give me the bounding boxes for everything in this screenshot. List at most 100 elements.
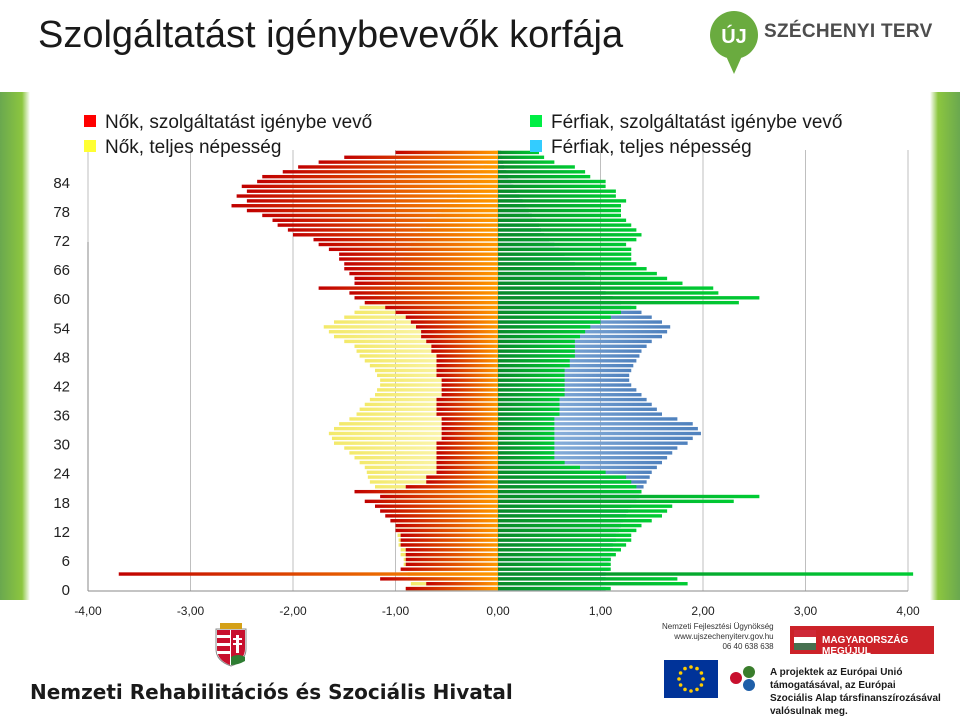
women-served-bar — [395, 528, 498, 533]
nfu-name: Nemzeti Fejlesztési Ügynökség — [662, 622, 774, 631]
women-served-bar — [441, 417, 498, 421]
women-total-bar — [359, 354, 498, 358]
men-served-bar — [498, 150, 539, 155]
men-total-bar — [498, 436, 693, 441]
women-served-bar — [339, 252, 498, 256]
women-total-bar — [380, 383, 498, 387]
women-served-bar — [262, 174, 498, 179]
y-tick-label: 54 — [53, 320, 70, 337]
y-tick-label: 24 — [53, 466, 70, 483]
legend-item-women-served: Nők, szolgáltatást igénybe vevő — [84, 112, 372, 134]
women-served-bar — [410, 320, 498, 324]
men-served-bar — [498, 174, 591, 179]
women-served-bar — [436, 359, 498, 363]
legend-item-men-total: Férfiak, teljes népesség — [530, 137, 752, 159]
women-served-bar — [246, 208, 498, 213]
coat-of-arms-icon — [215, 623, 247, 667]
women-total-bar — [359, 460, 498, 465]
eu-star — [678, 683, 683, 687]
y-tick-label: 42 — [53, 378, 70, 395]
men-served-bar — [498, 257, 632, 261]
men-served-bar — [498, 179, 606, 184]
men-served-bar — [498, 281, 683, 285]
svg-text:ÚJ: ÚJ — [721, 24, 747, 48]
women-served-bar — [282, 170, 498, 174]
women-served-bar — [441, 431, 498, 436]
women-total-bar — [334, 441, 498, 445]
women-served-bar — [287, 228, 498, 232]
women-served-bar — [436, 456, 498, 460]
men-served-bar — [498, 247, 632, 252]
women-served-bar — [405, 315, 498, 319]
men-served-bar — [498, 451, 555, 455]
women-served-bar — [436, 407, 498, 411]
men-served-bar — [498, 431, 555, 436]
men-served-bar — [498, 160, 555, 164]
women-total-bar — [323, 325, 498, 329]
y-tick-label: 60 — [53, 291, 70, 308]
women-total-bar — [349, 451, 498, 455]
women-total-bar — [344, 339, 498, 344]
szechenyi-terv-logo: ÚJ SZÉCHENYI TERV — [708, 6, 948, 80]
men-served-bar — [498, 475, 627, 479]
women-served-bar — [385, 305, 498, 310]
women-served-bar — [385, 514, 498, 518]
women-total-bar — [356, 412, 498, 416]
men-served-bar — [498, 528, 637, 533]
women-served-bar — [339, 257, 498, 261]
x-axis-ticks: -4,00 -3,00 -2,00 -1,00 0,00 1,00 2,00 3,00 4,00 — [74, 604, 920, 618]
x-tick-label: -2,00 — [279, 604, 307, 618]
women-served-bar — [344, 267, 498, 271]
eu-star — [699, 683, 704, 687]
eu-star — [683, 687, 687, 692]
women-served-bar — [405, 586, 498, 591]
men-served-bar — [498, 363, 570, 368]
men-served-bar — [498, 373, 565, 378]
women-served-bar — [344, 262, 498, 266]
women-served-bar — [236, 194, 498, 198]
x-tick-label: -3,00 — [177, 604, 205, 618]
women-served-bar — [400, 567, 498, 571]
women-served-bar — [241, 184, 498, 189]
women-served-bar — [380, 509, 498, 513]
men-served-bar — [498, 223, 632, 227]
women-total-bar — [331, 436, 498, 441]
women-total-bar — [377, 388, 498, 392]
women-served-bar — [405, 552, 498, 557]
men-served-bars — [498, 150, 914, 591]
y-tick-label: 36 — [53, 408, 70, 425]
women-total-bar — [334, 334, 498, 339]
men-served-bar — [498, 252, 632, 256]
y-axis-ticks: 0 6 12 18 24 30 36 42 48 54 60 66 72 78 84 — [53, 175, 70, 599]
women-served-bar — [380, 577, 498, 581]
women-served-bar — [436, 470, 498, 474]
y-tick-label: 66 — [53, 262, 70, 279]
women-served-bar — [318, 242, 498, 247]
x-tick-label: -4,00 — [74, 604, 102, 618]
men-served-bar — [498, 485, 637, 489]
men-total-bar — [498, 422, 693, 426]
eu-star — [695, 666, 699, 671]
legend-label: Férfiak, szolgáltatást igénybe vevő — [551, 112, 843, 133]
women-total-bar — [369, 397, 498, 402]
women-served-bar — [354, 489, 498, 494]
women-served-bar — [405, 562, 498, 567]
women-total-bar — [328, 330, 498, 334]
nfu-contact: Nemzeti Fejlesztési Ügynökség www.ujszec… — [662, 622, 774, 652]
women-served-bar — [354, 281, 498, 285]
men-served-bar — [498, 572, 914, 576]
men-served-bar — [498, 300, 739, 305]
women-served-bar — [246, 199, 498, 203]
men-served-bar — [498, 237, 637, 242]
men-served-bar — [498, 271, 657, 276]
men-served-bar — [498, 548, 621, 552]
men-served-bar — [498, 155, 545, 159]
uj-badge-icon: ÚJ — [710, 11, 758, 74]
eu-star — [683, 666, 687, 671]
women-total-bar — [349, 417, 498, 421]
women-total-bar — [344, 446, 498, 450]
men-total-bar — [498, 412, 662, 416]
men-served-bar — [498, 315, 611, 319]
men-served-bar — [498, 334, 580, 339]
